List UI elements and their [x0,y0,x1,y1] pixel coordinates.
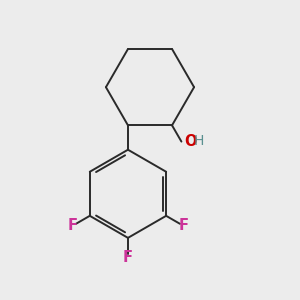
Text: H: H [194,134,204,148]
Text: O: O [184,134,197,148]
Text: F: F [68,218,77,233]
Text: F: F [123,250,133,266]
Text: F: F [178,218,188,233]
